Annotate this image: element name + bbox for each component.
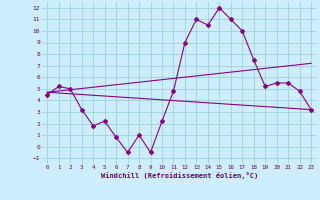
X-axis label: Windchill (Refroidissement éolien,°C): Windchill (Refroidissement éolien,°C) (100, 172, 258, 179)
